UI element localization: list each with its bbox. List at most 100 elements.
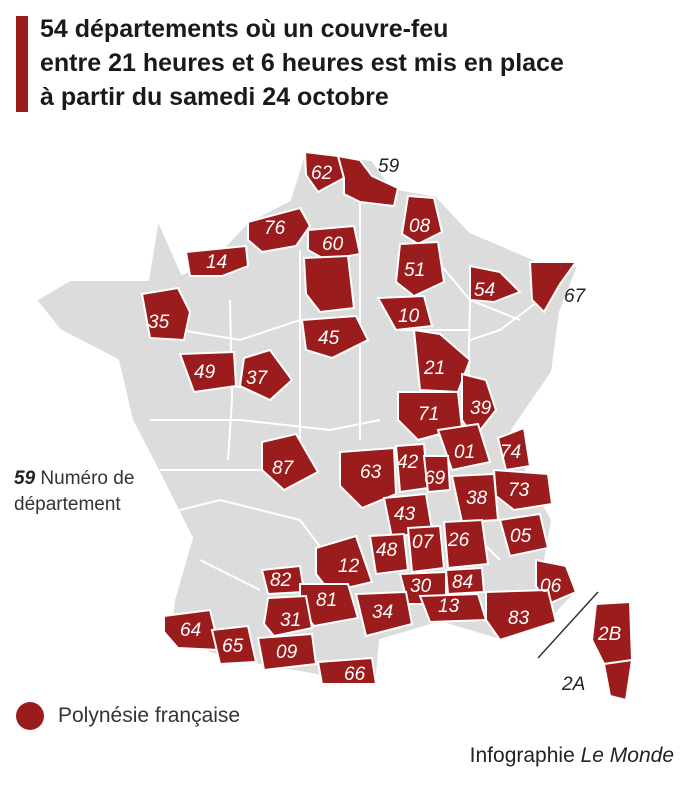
title-line-1: 54 départements où un couvre-feu <box>40 15 449 43</box>
label-82: 82 <box>270 570 292 591</box>
dept-34-shape[interactable] <box>354 590 414 638</box>
label-13: 13 <box>438 596 460 617</box>
dept-05-shape[interactable] <box>498 512 550 558</box>
label-34: 34 <box>372 602 393 623</box>
dept-14-shape[interactable] <box>184 244 250 277</box>
label-35: 35 <box>148 312 170 333</box>
external-labels: 59 67 2A <box>378 156 587 695</box>
dept-54-shape[interactable] <box>469 264 522 304</box>
label-21: 21 <box>423 358 445 379</box>
dept-08-shape[interactable] <box>400 194 444 246</box>
credit: Infographie Le Monde <box>470 744 674 768</box>
dept-09-shape[interactable] <box>256 632 318 672</box>
dept-10-shape[interactable] <box>376 294 434 332</box>
dept-65-shape[interactable] <box>210 624 258 666</box>
credit-source: Le Monde <box>580 744 674 767</box>
label-01: 01 <box>454 442 475 463</box>
label-05: 05 <box>510 526 532 547</box>
label-67: 67 <box>564 286 587 307</box>
label-69: 69 <box>424 468 446 489</box>
dept-49-shape[interactable] <box>178 350 238 394</box>
label-66: 66 <box>344 664 366 685</box>
dept-69-shape[interactable] <box>422 455 452 494</box>
map-title: 54 départements où un couvre-feu entre 2… <box>40 12 670 114</box>
dept-87-shape[interactable] <box>261 432 320 492</box>
dept-idf-shape[interactable] <box>302 254 356 314</box>
label-26: 26 <box>447 530 470 551</box>
overseas-legend: Polynésie française <box>16 702 240 730</box>
label-45: 45 <box>318 328 340 349</box>
dept-45-shape[interactable] <box>300 314 370 360</box>
dept-74-shape[interactable] <box>496 426 532 472</box>
dept-31-shape[interactable] <box>262 594 314 638</box>
dept-67-shape[interactable] <box>528 261 578 314</box>
label-43: 43 <box>394 504 416 525</box>
label-08: 08 <box>409 216 431 237</box>
dept-39-shape[interactable] <box>461 372 498 440</box>
dept-83-shape[interactable] <box>485 588 558 642</box>
dept-59-shape[interactable] <box>336 154 400 208</box>
label-83: 83 <box>508 608 530 629</box>
legend-key-text-2: département <box>14 494 121 515</box>
label-10: 10 <box>398 306 420 327</box>
label-30: 30 <box>410 576 432 597</box>
label-63: 63 <box>360 462 382 483</box>
dept-37-shape[interactable] <box>238 348 294 402</box>
dept-26-shape[interactable] <box>442 518 490 570</box>
dept-2A-shape[interactable] <box>602 658 634 700</box>
label-12: 12 <box>338 556 360 577</box>
label-74: 74 <box>500 442 521 463</box>
label-73: 73 <box>508 480 530 501</box>
label-31: 31 <box>280 610 301 631</box>
legend-key: 59 Numéro de département <box>14 466 174 518</box>
label-14: 14 <box>206 252 227 273</box>
label-84: 84 <box>452 572 473 593</box>
label-51: 51 <box>404 260 425 281</box>
dept-07-shape[interactable] <box>406 524 446 574</box>
dept-76-shape[interactable] <box>247 206 312 254</box>
polynesie-dot-icon <box>16 702 44 730</box>
department-labels: 62 76 60 08 14 51 54 35 10 45 49 37 21 7… <box>148 163 622 685</box>
label-06: 06 <box>540 576 562 597</box>
label-49: 49 <box>194 362 216 383</box>
label-39: 39 <box>470 398 492 419</box>
dept-12-shape[interactable] <box>315 534 374 594</box>
label-48: 48 <box>376 540 398 561</box>
dept-38-shape[interactable] <box>450 472 500 524</box>
label-38: 38 <box>466 488 488 509</box>
title-line-2: entre 21 heures et 6 heures est mis en p… <box>40 49 564 77</box>
credit-prefix: Infographie <box>469 744 581 767</box>
polynesie-label: Polynésie française <box>58 704 241 727</box>
label-87: 87 <box>272 458 295 479</box>
label-37: 37 <box>246 368 269 389</box>
label-65: 65 <box>222 636 244 657</box>
legend-key-text-1: Numéro de <box>40 468 135 489</box>
dept-35-shape[interactable] <box>140 286 192 342</box>
label-2A: 2A <box>561 674 585 695</box>
dept-51-shape[interactable] <box>394 240 446 298</box>
label-42: 42 <box>397 452 419 473</box>
dept-62-shape[interactable] <box>303 150 346 194</box>
dept-84-shape[interactable] <box>444 566 486 596</box>
label-54: 54 <box>474 280 495 301</box>
label-60: 60 <box>322 234 344 255</box>
label-71: 71 <box>418 404 439 425</box>
dept-64-shape[interactable] <box>163 608 222 652</box>
label-2B: 2B <box>597 624 622 645</box>
dept-48-shape[interactable] <box>368 532 410 576</box>
corsica-separator <box>537 591 599 659</box>
label-76: 76 <box>264 218 286 239</box>
label-07: 07 <box>412 532 435 553</box>
legend-key-number: 59 <box>14 468 36 489</box>
dept-66-shape[interactable] <box>316 656 378 685</box>
label-64: 64 <box>180 620 201 641</box>
title-accent-bar <box>16 16 28 112</box>
label-81: 81 <box>316 590 337 611</box>
label-62: 62 <box>311 163 333 184</box>
label-59: 59 <box>378 156 400 177</box>
curfew-departments <box>140 150 634 700</box>
label-09: 09 <box>276 642 298 663</box>
france-map: 62 76 60 08 14 51 54 35 10 45 49 37 21 7… <box>34 150 634 700</box>
title-line-3: à partir du samedi 24 octobre <box>40 83 389 111</box>
dept-63-shape[interactable] <box>339 446 398 510</box>
